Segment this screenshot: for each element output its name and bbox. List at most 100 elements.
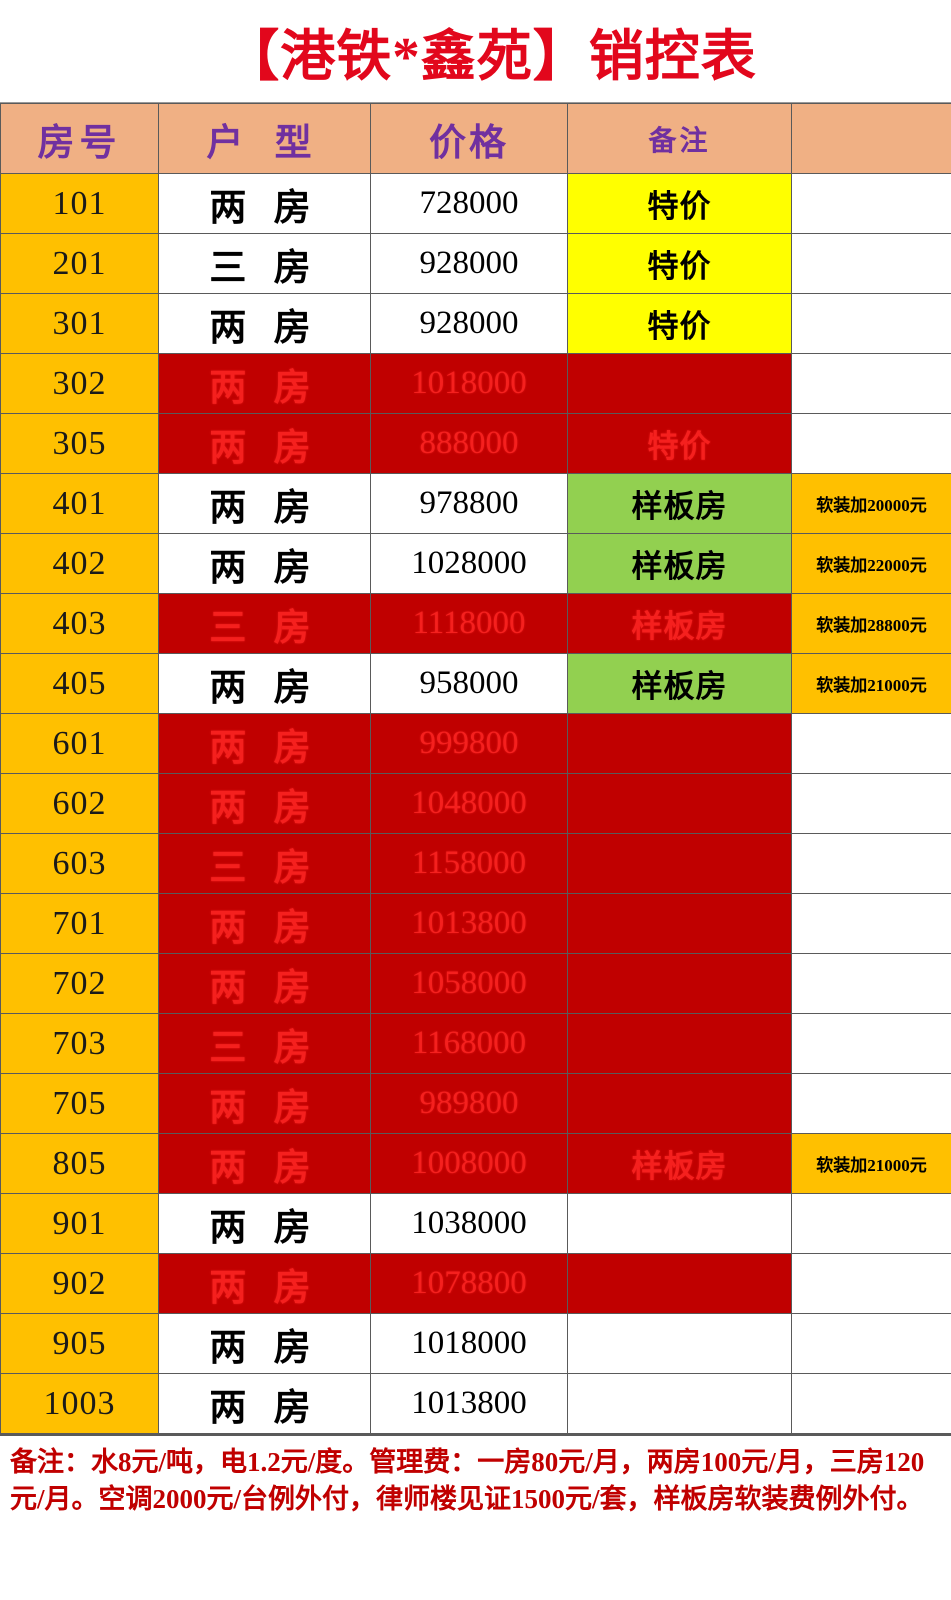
- cell-price: 999800: [370, 713, 568, 774]
- cell-note: [567, 773, 792, 834]
- cell-price: 1038000: [370, 1193, 568, 1254]
- cell-room-number: 901: [0, 1193, 159, 1254]
- table-row[interactable]: 402 两 房 1028000 样板房 软装加22000元: [0, 533, 951, 594]
- cell-price: 978800: [370, 473, 568, 534]
- cell-note: [567, 953, 792, 1014]
- cell-extra-fee: 软装加28800元: [791, 593, 951, 654]
- cell-room-number: 702: [0, 953, 159, 1014]
- cell-note: [567, 833, 792, 894]
- cell-extra-fee: [791, 833, 951, 894]
- cell-unit-type: 两 房: [158, 713, 371, 774]
- cell-unit-type: 两 房: [158, 1073, 371, 1134]
- cell-room-number: 603: [0, 833, 159, 894]
- cell-price: 1013800: [370, 893, 568, 954]
- cell-note: [567, 1253, 792, 1314]
- cell-extra-fee: [791, 953, 951, 1014]
- cell-note: 特价: [567, 173, 792, 234]
- cell-price: 1008000: [370, 1133, 568, 1194]
- cell-unit-type: 两 房: [158, 773, 371, 834]
- cell-price: 1028000: [370, 533, 568, 594]
- cell-unit-type: 两 房: [158, 173, 371, 234]
- cell-price: 928000: [370, 293, 568, 354]
- cell-note: 样板房: [567, 653, 792, 714]
- cell-note: [567, 1073, 792, 1134]
- column-header-room: 房号: [0, 103, 159, 174]
- cell-extra-fee: [791, 353, 951, 414]
- cell-note: [567, 353, 792, 414]
- cell-note: [567, 1193, 792, 1254]
- cell-room-number: 705: [0, 1073, 159, 1134]
- cell-note: 样板房: [567, 473, 792, 534]
- table-row[interactable]: 702 两 房 1058000: [0, 953, 951, 1014]
- cell-price: 1158000: [370, 833, 568, 894]
- footer-note-text: 备注：水8元/吨，电1.2元/度。管理费：一房80元/月，两房100元/月，三房…: [10, 1447, 925, 1514]
- cell-room-number: 601: [0, 713, 159, 774]
- table-row[interactable]: 401 两 房 978800 样板房 软装加20000元: [0, 473, 951, 534]
- cell-extra-fee: [791, 893, 951, 954]
- cell-price: 1013800: [370, 1373, 568, 1434]
- cell-room-number: 701: [0, 893, 159, 954]
- cell-extra-fee: 软装加22000元: [791, 533, 951, 594]
- table-row[interactable]: 701 两 房 1013800: [0, 893, 951, 954]
- cell-unit-type: 两 房: [158, 1133, 371, 1194]
- cell-room-number: 703: [0, 1013, 159, 1074]
- column-header-price: 价格: [370, 103, 568, 174]
- cell-extra-fee: [791, 173, 951, 234]
- table-row[interactable]: 1003 两 房 1013800: [0, 1373, 951, 1434]
- table-row[interactable]: 703 三 房 1168000: [0, 1013, 951, 1074]
- cell-price: 1058000: [370, 953, 568, 1014]
- footer-note: 备注：水8元/吨，电1.2元/度。管理费：一房80元/月，两房100元/月，三房…: [0, 1434, 951, 1528]
- cell-unit-type: 两 房: [158, 1313, 371, 1374]
- cell-extra-fee: [791, 773, 951, 834]
- cell-unit-type: 三 房: [158, 233, 371, 294]
- column-header-type: 户 型: [158, 103, 371, 174]
- cell-room-number: 301: [0, 293, 159, 354]
- cell-price: 958000: [370, 653, 568, 714]
- table-row[interactable]: 603 三 房 1158000: [0, 833, 951, 894]
- table-row[interactable]: 101 两 房 728000 特价: [0, 173, 951, 234]
- table-row[interactable]: 601 两 房 999800: [0, 713, 951, 774]
- cell-price: 728000: [370, 173, 568, 234]
- cell-extra-fee: [791, 1073, 951, 1134]
- table-row[interactable]: 805 两 房 1008000 样板房 软装加21000元: [0, 1133, 951, 1194]
- table-row[interactable]: 403 三 房 1118000 样板房 软装加28800元: [0, 593, 951, 654]
- cell-extra-fee: 软装加21000元: [791, 653, 951, 714]
- table-row[interactable]: 405 两 房 958000 样板房 软装加21000元: [0, 653, 951, 714]
- cell-note: [567, 1013, 792, 1074]
- cell-price: 989800: [370, 1073, 568, 1134]
- inventory-table: 房号 户 型 价格 备注 101 两 房 728000 特价 201 三 房 928000 特…: [0, 103, 951, 1434]
- cell-extra-fee: 软装加20000元: [791, 473, 951, 534]
- cell-price: 1048000: [370, 773, 568, 834]
- table-row[interactable]: 301 两 房 928000 特价: [0, 293, 951, 354]
- table-row[interactable]: 302 两 房 1018000: [0, 353, 951, 414]
- cell-unit-type: 三 房: [158, 1013, 371, 1074]
- cell-note: 样板房: [567, 533, 792, 594]
- cell-room-number: 403: [0, 593, 159, 654]
- cell-note: 特价: [567, 293, 792, 354]
- cell-extra-fee: [791, 233, 951, 294]
- table-row[interactable]: 905 两 房 1018000: [0, 1313, 951, 1374]
- table-row[interactable]: 705 两 房 989800: [0, 1073, 951, 1134]
- cell-unit-type: 两 房: [158, 473, 371, 534]
- table-row[interactable]: 305 两 房 888000 特价: [0, 413, 951, 474]
- cell-room-number: 201: [0, 233, 159, 294]
- cell-price: 1168000: [370, 1013, 568, 1074]
- cell-price: 1078800: [370, 1253, 568, 1314]
- cell-room-number: 602: [0, 773, 159, 834]
- table-row[interactable]: 901 两 房 1038000: [0, 1193, 951, 1254]
- cell-unit-type: 三 房: [158, 833, 371, 894]
- cell-room-number: 401: [0, 473, 159, 534]
- table-row[interactable]: 201 三 房 928000 特价: [0, 233, 951, 294]
- cell-room-number: 805: [0, 1133, 159, 1194]
- table-row[interactable]: 602 两 房 1048000: [0, 773, 951, 834]
- cell-extra-fee: [791, 1013, 951, 1074]
- page-title: 【港铁*鑫苑】销控表: [224, 26, 757, 87]
- cell-room-number: 905: [0, 1313, 159, 1374]
- cell-extra-fee: [791, 1193, 951, 1254]
- cell-note: 样板房: [567, 593, 792, 654]
- table-row[interactable]: 902 两 房 1078800: [0, 1253, 951, 1314]
- cell-note: [567, 1373, 792, 1434]
- cell-room-number: 402: [0, 533, 159, 594]
- cell-room-number: 902: [0, 1253, 159, 1314]
